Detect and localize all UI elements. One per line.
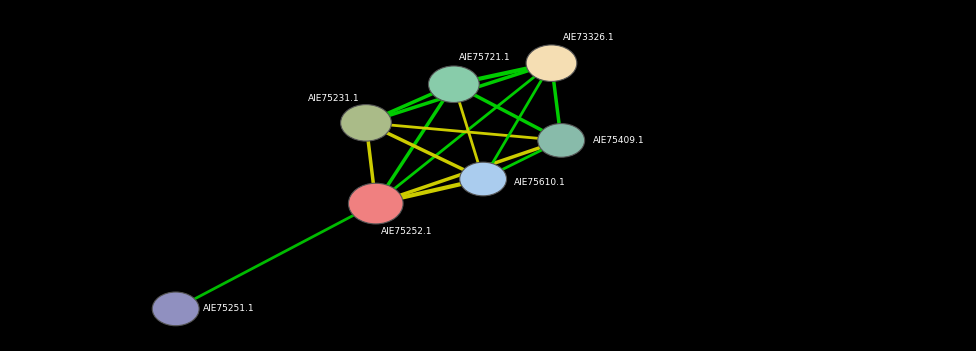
Ellipse shape bbox=[460, 162, 507, 196]
Text: AIE75231.1: AIE75231.1 bbox=[307, 94, 359, 104]
Ellipse shape bbox=[348, 183, 403, 224]
Ellipse shape bbox=[526, 45, 577, 81]
Ellipse shape bbox=[341, 105, 391, 141]
Text: AIE75409.1: AIE75409.1 bbox=[592, 136, 644, 145]
Ellipse shape bbox=[538, 124, 585, 157]
Text: AIE75610.1: AIE75610.1 bbox=[514, 178, 566, 187]
Text: AIE75251.1: AIE75251.1 bbox=[203, 304, 255, 313]
Ellipse shape bbox=[152, 292, 199, 326]
Text: AIE73326.1: AIE73326.1 bbox=[563, 33, 615, 42]
Ellipse shape bbox=[428, 66, 479, 102]
Text: AIE75252.1: AIE75252.1 bbox=[381, 227, 432, 236]
Text: AIE75721.1: AIE75721.1 bbox=[459, 53, 510, 62]
